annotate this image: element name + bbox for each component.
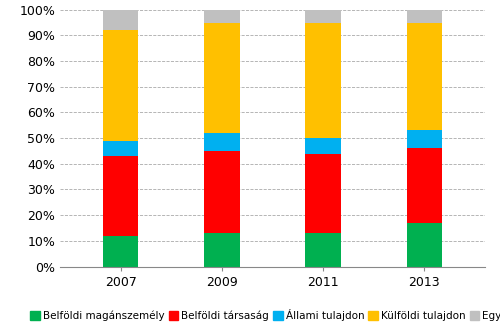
Bar: [204, 233, 240, 266]
Bar: [306, 138, 341, 153]
Bar: [204, 133, 240, 151]
Bar: [406, 23, 442, 130]
Legend: Belföldi magánszemély, Belföldi társaság, Állami tulajdon, Külföldi tulajdon, Eg: Belföldi magánszemély, Belföldi társaság…: [26, 305, 500, 325]
Bar: [204, 23, 240, 133]
Bar: [406, 130, 442, 149]
Bar: [306, 10, 341, 23]
Bar: [103, 10, 138, 30]
Bar: [103, 156, 138, 236]
Bar: [406, 149, 442, 223]
Bar: [306, 153, 341, 233]
Bar: [204, 151, 240, 233]
Bar: [306, 233, 341, 266]
Bar: [406, 223, 442, 266]
Bar: [103, 141, 138, 156]
Bar: [103, 30, 138, 141]
Bar: [306, 23, 341, 138]
Bar: [406, 10, 442, 23]
Bar: [103, 236, 138, 266]
Bar: [204, 10, 240, 23]
